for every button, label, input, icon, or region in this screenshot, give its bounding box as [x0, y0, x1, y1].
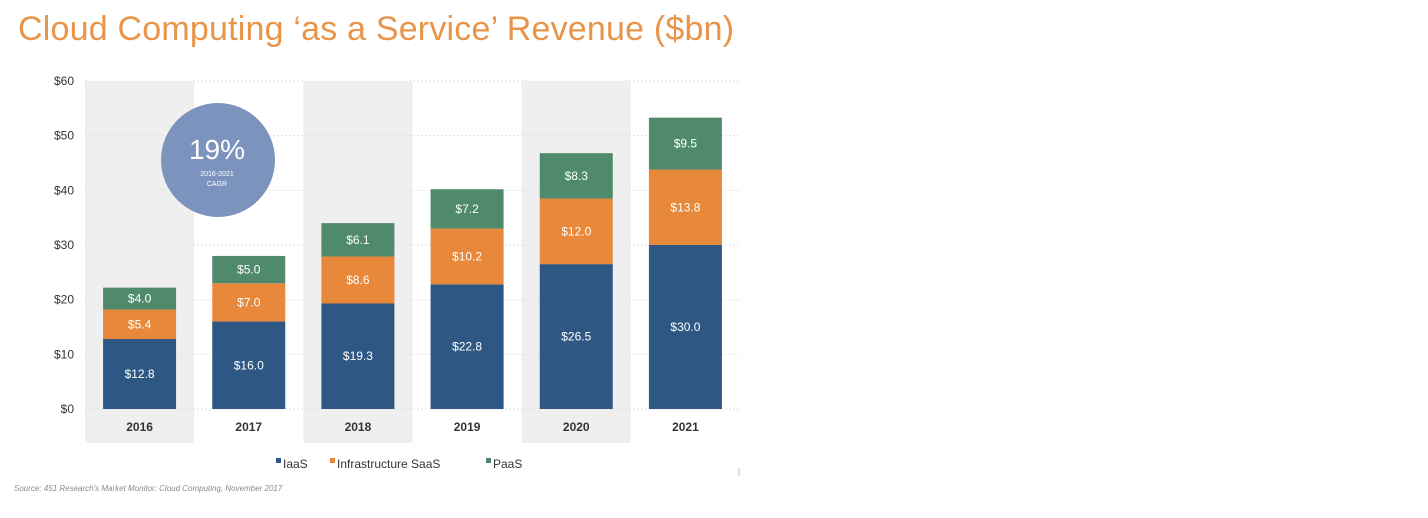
legend-label: IaaS: [283, 457, 308, 471]
y-tick-label: $20: [54, 293, 74, 307]
data-label: $6.1: [346, 233, 370, 247]
cagr-value: 19%: [189, 134, 245, 165]
y-tick-label: $60: [54, 74, 74, 88]
y-tick-label: $40: [54, 183, 74, 197]
legend: IaaS Infrastructure SaaS PaaS: [276, 457, 522, 471]
legend-swatch: [276, 458, 281, 463]
cagr-subtitle-1: 2016-2021: [200, 171, 234, 178]
cagr-circle: [161, 103, 275, 217]
data-label: $9.5: [674, 137, 698, 151]
data-label: $8.3: [565, 169, 589, 183]
bar-segment: [648, 245, 722, 409]
bar-segment: [430, 228, 504, 285]
data-label: $16.0: [234, 358, 264, 372]
x-tick-label: 2019: [454, 420, 481, 434]
bar-segment: [212, 321, 286, 409]
data-label: $12.8: [125, 367, 155, 381]
stacked-bar-chart: $0$10$20$30$40$50$60 $12.8$5.4$4.0$16.0$…: [54, 74, 740, 476]
data-label: $22.8: [452, 340, 482, 354]
legend-swatch: [330, 458, 335, 463]
data-label: $7.2: [455, 202, 479, 216]
x-tick-label: 2020: [563, 420, 590, 434]
bar-segment: [648, 117, 722, 170]
data-label: $7.0: [237, 295, 261, 309]
x-tick-label: 2021: [672, 420, 699, 434]
data-label: $5.4: [128, 317, 152, 331]
data-label: $13.8: [670, 200, 700, 214]
y-axis: $0 $10 $20 $30 $40 $50 $60: [54, 74, 74, 416]
data-label: $12.0: [561, 224, 591, 238]
data-label: $30.0: [670, 320, 700, 334]
cagr-subtitle-2: CAGR: [207, 181, 227, 188]
bar-segment: [103, 339, 177, 409]
cagr-badge: 19% 2016-2021 CAGR: [161, 103, 275, 217]
y-tick-label: $0: [61, 402, 75, 416]
data-label: $8.6: [346, 273, 370, 287]
source-note: Source: 451 Research's Market Monitor: C…: [14, 484, 283, 493]
bar-segment: [430, 189, 504, 229]
legend-label: PaaS: [493, 457, 522, 471]
bar-segment: [103, 287, 177, 310]
legend-swatch: [486, 458, 491, 463]
bar-segment: [430, 284, 504, 409]
y-tick-label: $30: [54, 238, 74, 252]
bar-segment: [212, 255, 286, 284]
legend-label: Infrastructure SaaS: [337, 457, 440, 471]
data-label: $5.0: [237, 263, 261, 277]
x-tick-label: 2016: [126, 420, 153, 434]
y-tick-label: $10: [54, 347, 74, 361]
data-label: $26.5: [561, 330, 591, 344]
data-label: $10.2: [452, 249, 482, 263]
bar-segment: [321, 256, 395, 304]
bar-segment: [103, 309, 177, 340]
data-label: $19.3: [343, 349, 373, 363]
x-tick-label: 2017: [235, 420, 262, 434]
bar-segment: [321, 223, 395, 257]
bar-segment: [321, 303, 395, 409]
bar-segment: [212, 283, 286, 322]
chart-title: Cloud Computing ‘as a Service’ Revenue (…: [18, 10, 735, 48]
data-label: $4.0: [128, 292, 152, 306]
bar-segment: [648, 169, 722, 245]
x-axis: 2016 2017 2018 2019 2020 2021: [126, 420, 699, 434]
bars: $12.8 $5.4 $4.0 $16.0 $7.0 $5.0 $19.3 $8.6 $6.1 $…: [103, 117, 722, 409]
bar-segment: [539, 264, 613, 409]
bar-segment: [539, 153, 613, 199]
y-tick-label: $50: [54, 129, 74, 143]
x-tick-label: 2018: [345, 420, 372, 434]
bar-segment: [539, 198, 613, 265]
